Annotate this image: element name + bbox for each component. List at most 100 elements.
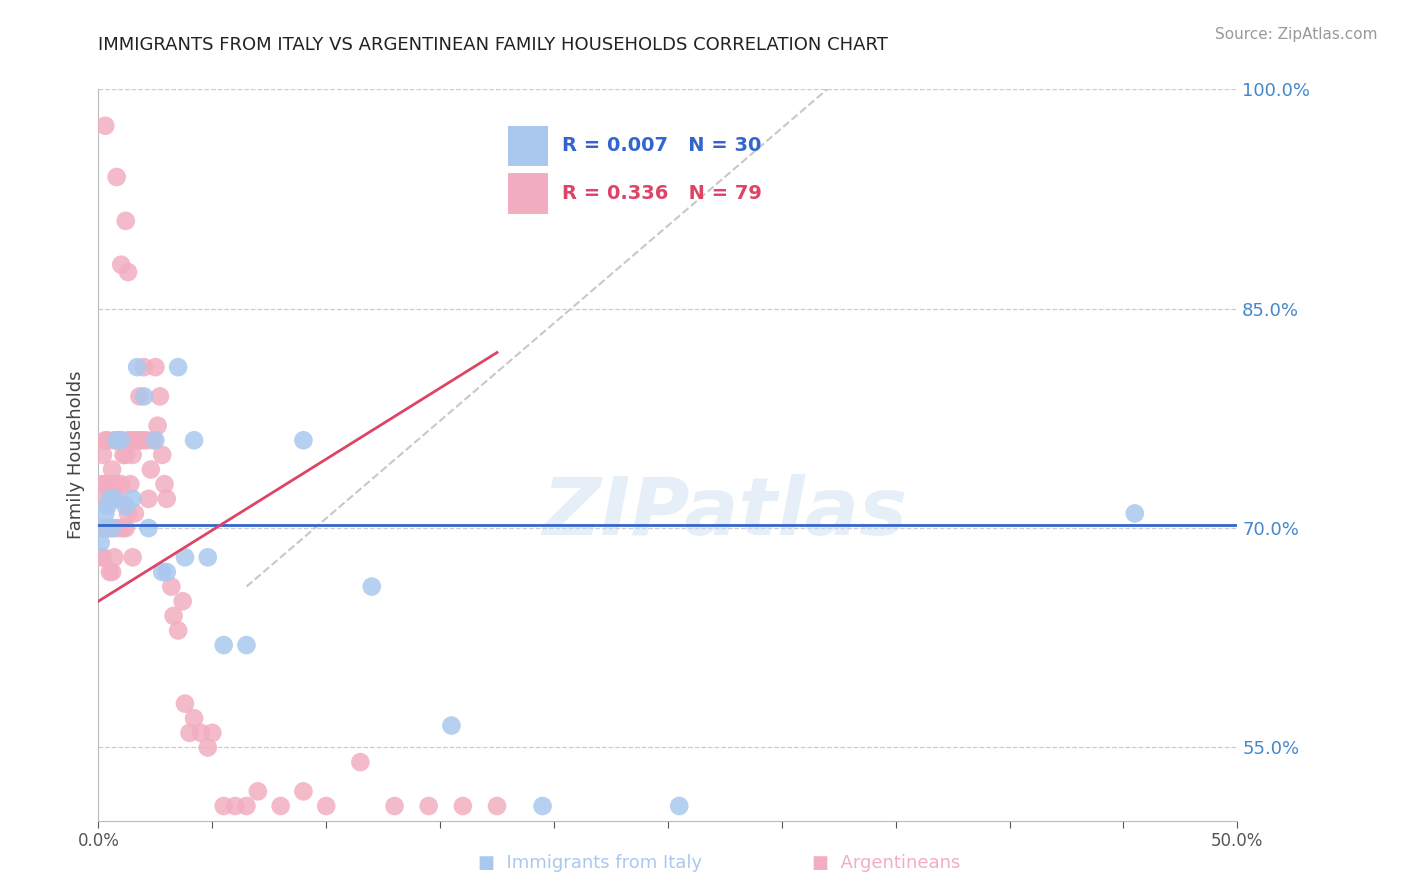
Point [91, 491, 114, 506]
Point [128, 434, 150, 448]
Point [174, 697, 197, 711]
Point [150, 448, 173, 462]
Point [112, 521, 135, 535]
Point [124, 507, 146, 521]
Point [117, 265, 139, 279]
Point [103, 434, 125, 448]
Point [149, 389, 172, 403]
Point [90, 477, 112, 491]
Point [91, 448, 114, 462]
Point [127, 434, 149, 448]
Point [138, 491, 160, 506]
Point [103, 491, 125, 506]
Point [120, 477, 142, 491]
Point [139, 462, 162, 476]
Text: R = 0.007   N = 30: R = 0.007 N = 30 [562, 136, 761, 155]
Point [94, 477, 117, 491]
Point [114, 521, 136, 535]
Point [235, 799, 257, 814]
Point [246, 784, 269, 798]
Point [212, 638, 235, 652]
Point [105, 434, 128, 448]
Point [153, 477, 176, 491]
Point [105, 434, 128, 448]
Point [101, 521, 124, 535]
Point [110, 434, 132, 448]
Point [117, 507, 139, 521]
Point [162, 608, 184, 623]
Point [90, 550, 112, 565]
Point [101, 521, 124, 535]
Point [360, 580, 382, 594]
Text: R = 0.336   N = 79: R = 0.336 N = 79 [562, 184, 762, 203]
Point [91, 521, 114, 535]
Text: IMMIGRANTS FROM ITALY VS ARGENTINEAN FAMILY HOUSEHOLDS CORRELATION CHART: IMMIGRANTS FROM ITALY VS ARGENTINEAN FAM… [98, 36, 889, 54]
Point [270, 799, 292, 814]
Point [212, 799, 235, 814]
Point [292, 784, 315, 798]
Point [103, 491, 125, 506]
Point [235, 638, 257, 652]
Point [94, 507, 117, 521]
Point [108, 434, 131, 448]
Point [167, 624, 190, 638]
Point [183, 711, 205, 725]
Point [94, 434, 117, 448]
Point [668, 799, 690, 814]
Point [138, 521, 160, 535]
Point [96, 499, 118, 513]
Point [121, 448, 143, 462]
Point [1123, 507, 1146, 521]
Point [135, 434, 157, 448]
Point [94, 119, 117, 133]
Point [156, 491, 179, 506]
Point [121, 550, 143, 565]
Text: ZIPatlas: ZIPatlas [543, 475, 907, 552]
Point [101, 462, 124, 476]
Point [131, 434, 153, 448]
Point [440, 718, 463, 732]
Point [90, 535, 112, 549]
Point [114, 448, 136, 462]
Text: Source: ZipAtlas.com: Source: ZipAtlas.com [1215, 27, 1378, 42]
Point [94, 521, 117, 535]
Point [128, 389, 150, 403]
Text: ■  Immigrants from Italy: ■ Immigrants from Italy [478, 855, 703, 872]
Point [179, 726, 201, 740]
Point [110, 258, 132, 272]
Point [201, 726, 224, 740]
Point [114, 214, 136, 228]
Bar [509, 126, 548, 166]
Point [132, 360, 155, 375]
Text: ■  Argentineans: ■ Argentineans [811, 855, 960, 872]
Point [150, 565, 173, 579]
Point [127, 360, 149, 375]
Point [110, 477, 132, 491]
Point [156, 565, 179, 579]
Point [418, 799, 440, 814]
Point [105, 521, 128, 535]
Point [117, 434, 139, 448]
Y-axis label: Family Households: Family Households [66, 371, 84, 539]
Point [96, 477, 118, 491]
Point [197, 550, 219, 565]
Point [190, 726, 212, 740]
Point [90, 521, 112, 535]
Point [91, 550, 114, 565]
Point [315, 799, 337, 814]
Point [114, 499, 136, 513]
Point [108, 491, 131, 506]
Point [98, 565, 121, 579]
Point [121, 491, 143, 506]
Point [349, 755, 371, 769]
Point [110, 521, 132, 535]
Point [174, 550, 197, 565]
Point [120, 434, 142, 448]
Point [98, 477, 121, 491]
Point [292, 434, 315, 448]
Point [531, 799, 554, 814]
Point [167, 360, 190, 375]
Point [96, 521, 118, 535]
Point [112, 448, 135, 462]
Point [197, 740, 219, 755]
